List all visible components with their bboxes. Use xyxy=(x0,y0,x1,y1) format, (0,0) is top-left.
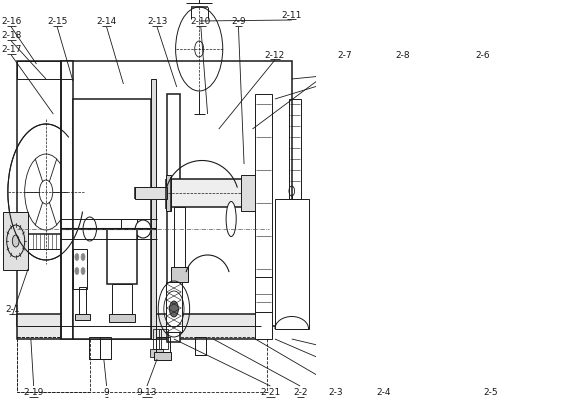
Bar xyxy=(156,337,170,352)
Text: 2-8: 2-8 xyxy=(395,50,410,59)
Bar xyxy=(275,247,290,272)
Text: 2-15: 2-15 xyxy=(47,18,68,27)
Text: 2-11: 2-11 xyxy=(281,11,302,20)
Text: 2-2: 2-2 xyxy=(293,388,307,397)
Bar xyxy=(151,349,162,357)
Bar xyxy=(255,95,272,339)
Bar xyxy=(89,337,100,359)
Bar xyxy=(152,80,156,339)
Bar xyxy=(60,62,73,339)
Bar xyxy=(74,314,90,320)
Bar xyxy=(109,314,135,322)
Text: 2-16: 2-16 xyxy=(1,18,21,27)
Ellipse shape xyxy=(226,202,236,237)
Bar xyxy=(121,220,138,239)
Bar xyxy=(17,337,90,392)
Bar xyxy=(135,188,167,200)
Text: 2-7: 2-7 xyxy=(338,50,352,59)
Bar xyxy=(171,267,188,282)
Bar xyxy=(255,277,272,312)
Circle shape xyxy=(195,42,204,58)
Bar xyxy=(165,175,171,211)
Text: 2-17: 2-17 xyxy=(1,45,21,54)
Bar xyxy=(112,284,132,316)
Text: 2-12: 2-12 xyxy=(265,50,285,59)
Circle shape xyxy=(75,254,79,261)
Bar xyxy=(174,207,185,267)
Bar xyxy=(17,337,267,392)
Text: 2-5: 2-5 xyxy=(483,388,497,397)
Bar xyxy=(3,213,28,270)
Text: 2-21: 2-21 xyxy=(261,388,280,397)
Text: 2-14: 2-14 xyxy=(96,18,117,27)
Bar xyxy=(78,287,86,315)
Circle shape xyxy=(75,268,79,275)
Text: 2-6: 2-6 xyxy=(475,50,490,59)
Bar xyxy=(17,62,70,80)
Circle shape xyxy=(81,268,85,275)
Text: 9-13: 9-13 xyxy=(136,388,157,397)
Text: 9: 9 xyxy=(104,388,109,397)
Bar xyxy=(195,337,206,355)
Ellipse shape xyxy=(135,220,151,238)
Bar xyxy=(166,282,182,332)
Bar xyxy=(241,175,257,211)
Bar xyxy=(100,337,111,359)
Bar xyxy=(275,200,309,329)
Bar xyxy=(17,314,261,339)
Text: 2-10: 2-10 xyxy=(191,18,211,27)
Text: 2-4: 2-4 xyxy=(377,388,391,397)
Text: 2-9: 2-9 xyxy=(231,18,246,27)
Text: 2-19: 2-19 xyxy=(24,388,44,397)
Bar xyxy=(289,100,301,200)
Bar xyxy=(153,329,161,349)
Bar xyxy=(167,95,179,342)
Circle shape xyxy=(12,236,19,247)
Bar xyxy=(17,62,292,326)
Bar xyxy=(160,329,168,349)
Bar xyxy=(73,249,87,289)
Text: 2-3: 2-3 xyxy=(328,388,343,397)
Circle shape xyxy=(81,254,85,261)
Bar xyxy=(275,209,290,249)
Circle shape xyxy=(169,301,178,317)
Bar xyxy=(168,180,244,207)
Bar xyxy=(73,100,152,339)
Bar xyxy=(107,229,138,284)
Text: 2-1: 2-1 xyxy=(5,305,20,314)
Text: 2-18: 2-18 xyxy=(1,31,21,40)
Text: 2-13: 2-13 xyxy=(147,18,168,27)
Bar xyxy=(155,352,171,360)
